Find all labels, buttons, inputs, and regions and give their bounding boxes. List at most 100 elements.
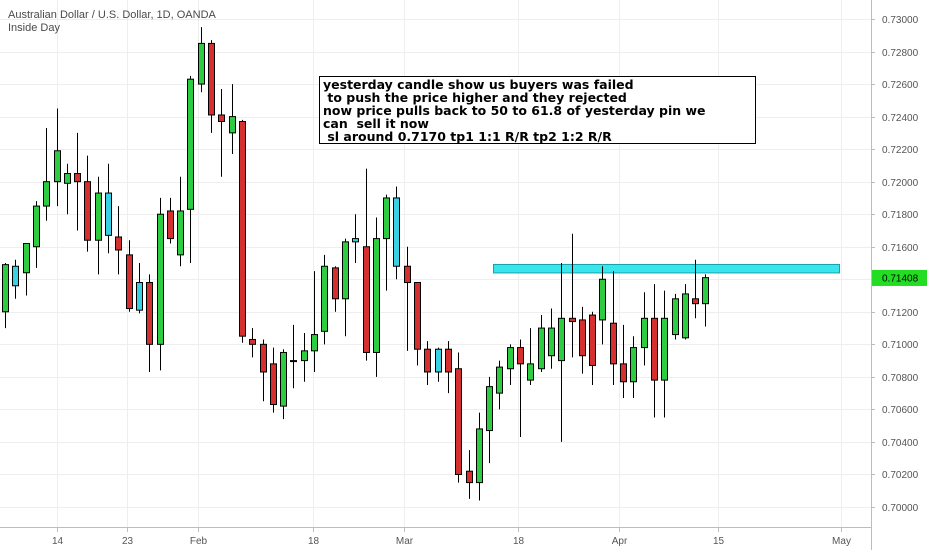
candle[interactable] (290, 324, 297, 389)
resistance-zone[interactable] (493, 263, 840, 274)
candle[interactable] (630, 336, 637, 399)
candle[interactable] (270, 347, 277, 413)
candle[interactable] (579, 306, 586, 374)
candle-body (342, 241, 349, 300)
candle[interactable] (280, 349, 287, 420)
candle[interactable] (136, 263, 143, 314)
candle[interactable] (105, 163, 112, 254)
candle[interactable] (414, 282, 421, 366)
candle[interactable] (126, 240, 133, 312)
annotation-line: now price pulls back to 50 to 61.8 of ye… (323, 103, 706, 118)
time-axis[interactable]: 14 23 Feb 18 Mar 18 Apr 15 May (52, 527, 851, 547)
candle[interactable] (507, 344, 514, 385)
candle[interactable] (383, 194, 390, 291)
candle[interactable] (558, 263, 565, 442)
candle[interactable] (167, 197, 174, 244)
candle[interactable] (527, 328, 534, 385)
candle[interactable] (702, 274, 709, 327)
candle[interactable] (682, 284, 689, 340)
candle[interactable] (466, 450, 473, 499)
candle-body (249, 338, 256, 345)
candle-body (610, 322, 617, 365)
candle[interactable] (301, 332, 308, 382)
candle[interactable] (249, 328, 256, 358)
candle[interactable] (157, 197, 164, 371)
candle[interactable] (455, 352, 462, 483)
candle-body (157, 213, 164, 345)
candle[interactable] (33, 201, 40, 268)
candle[interactable] (476, 412, 483, 501)
annotation-line: sl around 0.7170 tp1 1:1 R/R tp2 1:2 R/R (323, 129, 612, 144)
price-tick-label: 0.71800 (882, 210, 919, 221)
price-tick-label: 0.71600 (882, 243, 919, 254)
time-tick-label: 18 (513, 536, 525, 547)
candle-body (126, 254, 133, 310)
candle[interactable] (198, 27, 205, 93)
candle-body (558, 317, 565, 362)
candle-body (54, 150, 61, 183)
candle[interactable] (342, 238, 349, 337)
candle[interactable] (517, 339, 524, 438)
candle[interactable] (435, 347, 442, 382)
annotation-line: yesterday candle show us buyers was fail… (323, 77, 634, 92)
candle[interactable] (54, 108, 61, 207)
annotation-box[interactable]: yesterday candle show us buyers was fail… (319, 76, 756, 144)
candle-body (599, 278, 606, 321)
candle[interactable] (589, 311, 596, 385)
candle[interactable] (239, 119, 246, 343)
candle[interactable] (620, 324, 627, 399)
candle-body (239, 120, 246, 337)
candle[interactable] (692, 259, 699, 319)
price-axis[interactable]: 0.70000 0.70200 0.70400 0.70600 0.70800 0.710… (871, 15, 919, 514)
candle-body (569, 317, 576, 323)
candle[interactable] (64, 163, 71, 215)
candle[interactable] (95, 176, 102, 275)
candle[interactable] (486, 376, 493, 464)
time-tick-label: 23 (122, 536, 134, 547)
candle[interactable] (311, 271, 318, 372)
candle[interactable] (218, 88, 225, 177)
candle[interactable] (641, 292, 648, 366)
candle[interactable] (321, 254, 328, 345)
candle[interactable] (74, 132, 81, 231)
last-price-label: 0.71408 (882, 273, 919, 284)
candle[interactable] (445, 341, 452, 394)
candle[interactable] (43, 127, 50, 221)
candle[interactable] (548, 308, 555, 369)
candle[interactable] (651, 284, 658, 418)
candle[interactable] (661, 290, 668, 418)
candle-body (332, 267, 339, 300)
candle[interactable] (496, 360, 503, 410)
candle[interactable] (538, 315, 545, 372)
candle[interactable] (115, 206, 122, 275)
candle-body (270, 363, 277, 406)
candle[interactable] (672, 293, 679, 340)
candle[interactable] (332, 266, 339, 312)
candle-body (208, 42, 215, 116)
candle[interactable] (12, 259, 19, 299)
candle[interactable] (569, 233, 576, 358)
candle[interactable] (599, 266, 606, 345)
candle[interactable] (260, 339, 267, 402)
candle[interactable] (229, 84, 236, 155)
candle[interactable] (84, 155, 91, 252)
candle[interactable] (187, 75, 194, 263)
candle-body (435, 348, 442, 373)
candle[interactable] (393, 186, 400, 280)
candle-body (167, 210, 174, 240)
candle[interactable] (424, 341, 431, 385)
candle[interactable] (610, 271, 617, 385)
candle[interactable] (352, 214, 359, 263)
candle[interactable] (177, 176, 184, 267)
candle-body (84, 181, 91, 241)
candle[interactable] (146, 274, 153, 372)
candle-body (218, 114, 225, 122)
candle[interactable] (208, 40, 215, 133)
candle[interactable] (404, 246, 411, 351)
candle[interactable] (2, 263, 9, 329)
candle[interactable] (23, 242, 30, 296)
candle[interactable] (363, 168, 370, 361)
candle[interactable] (373, 217, 380, 377)
candle-body (229, 116, 236, 134)
candle-body (692, 298, 699, 305)
